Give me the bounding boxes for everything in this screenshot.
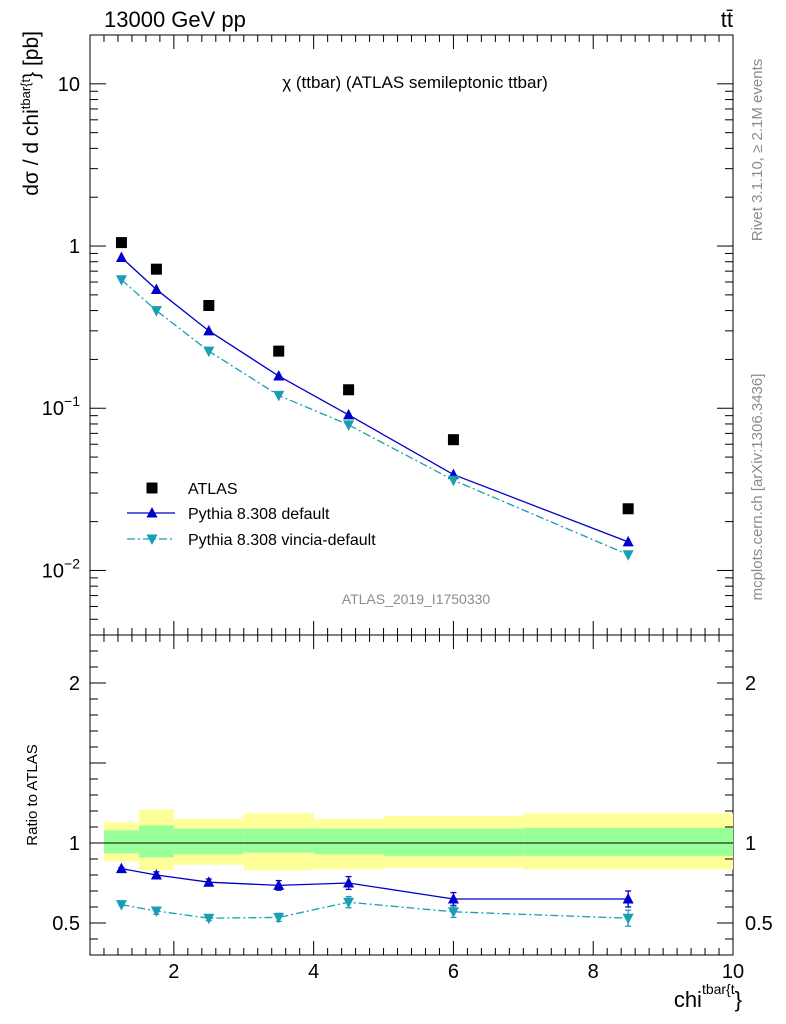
data-point [203,346,215,358]
chart-title: χ (ttbar) (ATLAS semileptonic ttbar) [282,73,548,92]
ratio-y-tick-label: 2 [69,673,80,695]
y-tick-label: 10−2 [42,555,80,582]
rivet-version-label: Rivet 3.1.10, ≥ 2.1M events [749,59,766,242]
inner-band-bin [523,827,733,856]
series-line-main [121,257,629,543]
uncertainty-bands [103,809,733,871]
legend-label: Pythia 8.308 default [188,506,330,523]
ratio-point [622,913,634,925]
ratio-point [343,897,355,909]
ratio-point [273,912,285,924]
ratio-point [203,876,215,887]
axis-tick-labels: 2 4 6 8 10 10 1 10−1 10−2 2 2 1 1 0.5 0.5 [42,74,773,983]
inner-band-bin [383,828,524,856]
ratio-plot-frame [89,634,734,956]
legend-label: ATLAS [188,481,238,498]
ratio-point [447,907,459,918]
x-axis-label: chitbar{t} [674,981,742,1012]
y-tick-label: 1 [69,236,80,258]
x-tick-label: 2 [168,961,179,983]
ratio-y-tick-label-right: 2 [745,673,756,695]
y-axis-label: dσ / d chitbar{t} [pb] [18,31,43,196]
inner-band-bin [173,828,244,855]
legend: ATLAS Pythia 8.308 default Pythia 8.308 vi… [127,481,376,549]
header-energy-label: 13000 GeV pp [104,7,246,32]
ratio-point [150,869,162,880]
main-plot-frame [89,34,734,636]
data-point [203,324,215,336]
main-series-group [115,237,634,561]
series-line-ratio [121,901,629,919]
analysis-label: ATLAS_2019_I1750330 [342,591,491,607]
data-point [447,475,459,487]
data-point [273,390,285,402]
x-tick-label: 10 [722,961,744,983]
data-point [115,275,127,286]
ratio-y-tick-label: 0.5 [52,913,80,935]
ratio-y-tick-label: 1 [69,833,80,855]
legend-marker [146,482,158,494]
data-point [343,420,355,431]
ratio-point [150,906,162,917]
inner-band-bin [313,828,384,855]
inner-band-bin [138,825,174,858]
axis-ticks [90,34,734,956]
series-line-ratio [121,867,629,900]
ratio-y-axis-label: Ratio to ATLAS [24,744,41,845]
y-tick-label: 10 [58,74,80,96]
data-point [150,263,162,275]
ratio-y-tick-label-right: 1 [745,833,756,855]
data-point [343,408,355,420]
data-point [115,237,127,249]
data-point [150,283,162,294]
ratio-point [203,913,215,925]
legend-marker [146,534,158,545]
ratio-point [115,900,127,911]
legend-marker [146,507,158,518]
ratio-point [447,893,459,904]
data-point [622,503,634,515]
data-point [273,370,285,381]
inner-band-bin [103,830,139,854]
data-point [343,384,355,396]
legend-label: Pythia 8.308 vincia-default [188,532,376,549]
ratio-series-group [115,862,634,927]
data-point [273,345,285,357]
inner-band-bin [243,828,314,853]
ratio-point [273,879,285,890]
ratio-point [115,862,127,874]
ratio-point [622,893,634,904]
header-process-label: tt̄ [721,7,733,32]
data-point [115,251,127,262]
x-tick-label: 4 [308,961,319,983]
data-point [622,535,634,547]
data-point [622,550,634,561]
y-tick-label: 10−1 [42,393,80,420]
x-tick-label: 8 [588,961,599,983]
mcplots-label: mcplots.cern.ch [arXiv:1306.3436] [749,374,766,601]
data-point [150,306,162,317]
ratio-y-tick-label-right: 0.5 [745,913,773,935]
data-point [203,299,215,311]
x-tick-label: 6 [448,961,459,983]
ratio-point [343,877,355,888]
data-point [447,434,459,446]
